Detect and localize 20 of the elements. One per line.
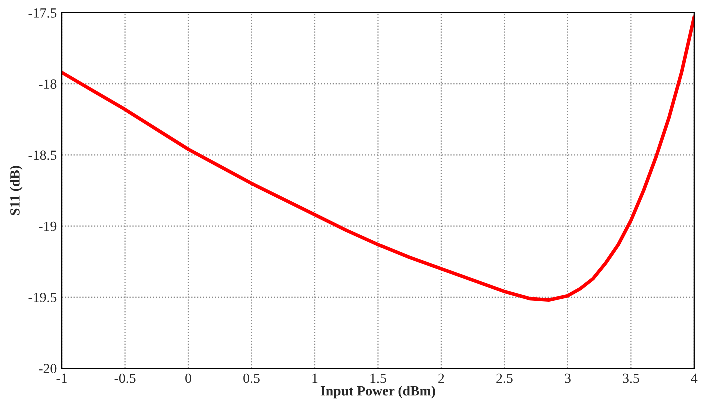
x-tick-label: -1 (56, 374, 67, 384)
x-tick-label: 1.5 (370, 374, 386, 384)
x-tick-label: -0.5 (114, 374, 136, 384)
y-tick-label: -18 (39, 80, 57, 90)
x-tick-label: 3.5 (623, 374, 640, 384)
x-tick-label: 0.5 (244, 374, 260, 384)
x-tick-label: 4 (691, 374, 698, 384)
y-axis-title: S11 (dB) (10, 166, 23, 216)
line-series (62, 15, 694, 302)
x-tick-label: 2.5 (496, 374, 513, 384)
y-tick-label: -17.5 (28, 8, 57, 18)
x-tick-label: 3 (565, 374, 571, 384)
y-tick-label: -19 (39, 222, 57, 232)
x-tick-label: 0 (186, 374, 192, 384)
x-tick-label: 2 (438, 374, 444, 384)
x-tick-label: 1 (312, 374, 318, 384)
y-tick-label: -20 (39, 364, 57, 374)
y-tick-label: -18.5 (28, 150, 57, 160)
y-tick-label: -19.5 (28, 293, 57, 302)
x-axis-title: Input Power (dBm) (320, 386, 436, 399)
